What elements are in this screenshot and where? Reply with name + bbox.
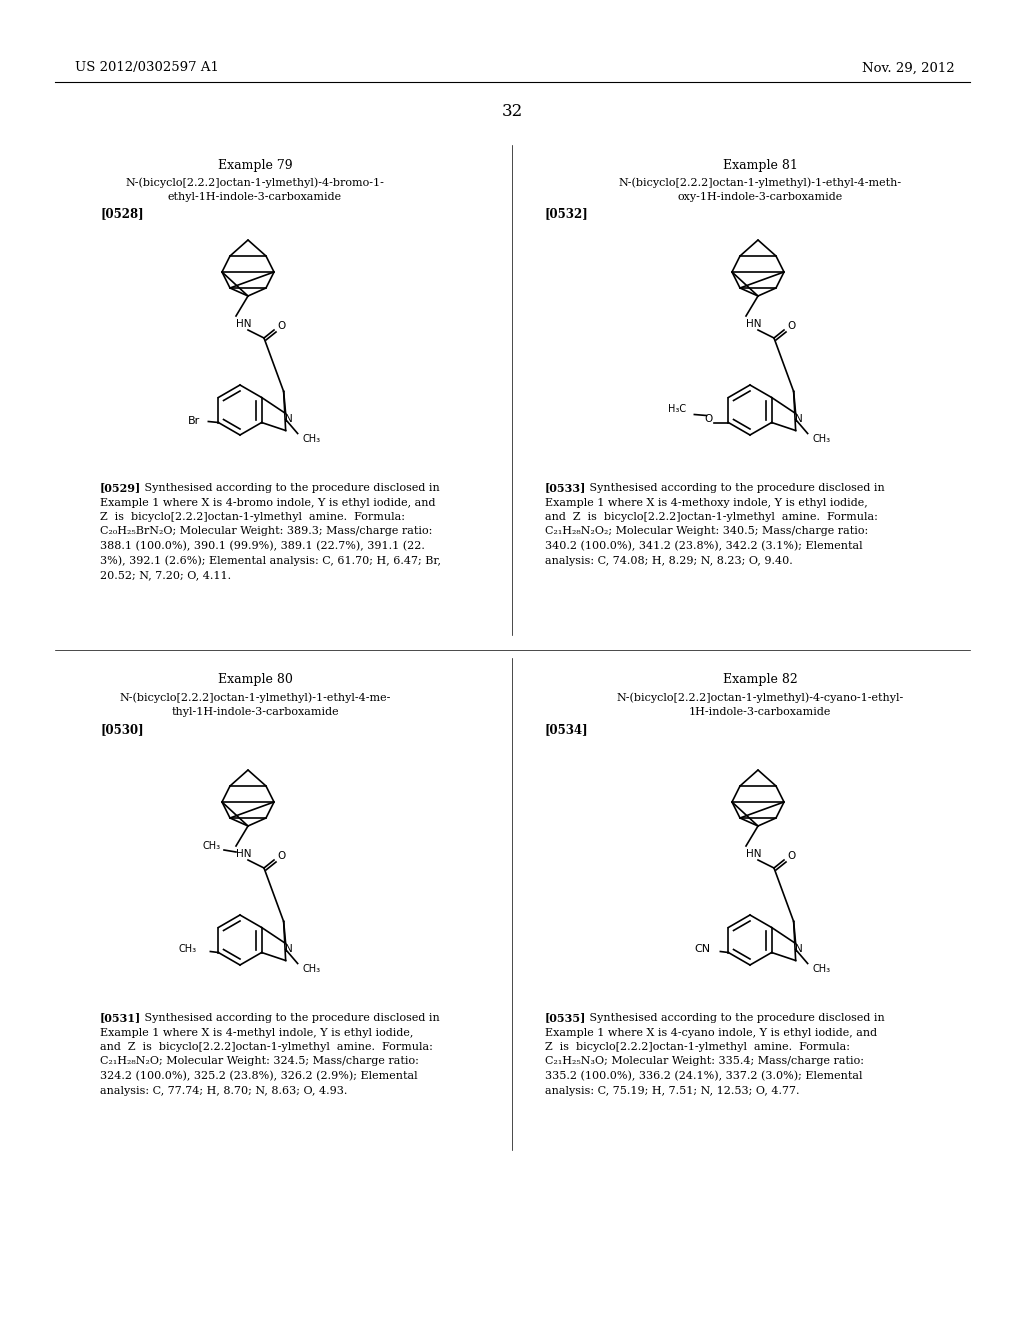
Text: Example 1 where X is 4-cyano indole, Y is ethyl iodide, and: Example 1 where X is 4-cyano indole, Y i…: [545, 1027, 878, 1038]
Text: and  Z  is  bicyclo[2.2.2]octan-1-ylmethyl  amine.  Formula:: and Z is bicyclo[2.2.2]octan-1-ylmethyl …: [100, 1041, 433, 1052]
Text: N-(bicyclo[2.2.2]octan-1-ylmethyl)-1-ethyl-4-meth-: N-(bicyclo[2.2.2]octan-1-ylmethyl)-1-eth…: [618, 178, 901, 189]
Text: N-(bicyclo[2.2.2]octan-1-ylmethyl)-1-ethyl-4-me-: N-(bicyclo[2.2.2]octan-1-ylmethyl)-1-eth…: [120, 693, 391, 704]
Text: [0534]: [0534]: [545, 723, 589, 737]
Text: O: O: [276, 851, 285, 861]
Text: C₂₀H₂₅BrN₂O; Molecular Weight: 389.3; Mass/charge ratio:: C₂₀H₂₅BrN₂O; Molecular Weight: 389.3; Ma…: [100, 527, 432, 536]
Text: CN: CN: [694, 945, 711, 954]
Text: Example 81: Example 81: [723, 158, 798, 172]
Text: [0529]: [0529]: [100, 483, 141, 494]
Text: [0535]: [0535]: [545, 1012, 587, 1023]
Text: Synthesised according to the procedure disclosed in: Synthesised according to the procedure d…: [134, 1012, 439, 1023]
Text: HN: HN: [746, 849, 762, 859]
Text: HN: HN: [746, 319, 762, 329]
Text: Example 80: Example 80: [217, 673, 293, 686]
Text: [0531]: [0531]: [100, 1012, 141, 1023]
Text: Z  is  bicyclo[2.2.2]octan-1-ylmethyl  amine.  Formula:: Z is bicyclo[2.2.2]octan-1-ylmethyl amin…: [100, 512, 406, 521]
Text: N: N: [795, 944, 803, 953]
Text: ethyl-1H-indole-3-carboxamide: ethyl-1H-indole-3-carboxamide: [168, 191, 342, 202]
Text: N-(bicyclo[2.2.2]octan-1-ylmethyl)-4-bromo-1-: N-(bicyclo[2.2.2]octan-1-ylmethyl)-4-bro…: [126, 178, 384, 189]
Text: and  Z  is  bicyclo[2.2.2]octan-1-ylmethyl  amine.  Formula:: and Z is bicyclo[2.2.2]octan-1-ylmethyl …: [545, 512, 878, 521]
Text: H₃C: H₃C: [669, 404, 686, 413]
Text: 335.2 (100.0%), 336.2 (24.1%), 337.2 (3.0%); Elemental: 335.2 (100.0%), 336.2 (24.1%), 337.2 (3.…: [545, 1071, 862, 1081]
Text: Example 1 where X is 4-bromo indole, Y is ethyl iodide, and: Example 1 where X is 4-bromo indole, Y i…: [100, 498, 435, 507]
Text: C₂₁H₂₈N₂O₂; Molecular Weight: 340.5; Mass/charge ratio:: C₂₁H₂₈N₂O₂; Molecular Weight: 340.5; Mas…: [545, 527, 868, 536]
Text: 3%), 392.1 (2.6%); Elemental analysis: C, 61.70; H, 6.47; Br,: 3%), 392.1 (2.6%); Elemental analysis: C…: [100, 556, 441, 566]
Text: Br: Br: [188, 416, 201, 425]
Text: O: O: [705, 414, 713, 425]
Text: [0528]: [0528]: [100, 207, 143, 220]
Text: O: O: [276, 321, 285, 331]
Text: 1H-indole-3-carboxamide: 1H-indole-3-carboxamide: [689, 708, 831, 717]
Text: CH₃: CH₃: [203, 841, 221, 851]
Text: CH₃: CH₃: [813, 433, 830, 444]
Text: 388.1 (100.0%), 390.1 (99.9%), 389.1 (22.7%), 391.1 (22.: 388.1 (100.0%), 390.1 (99.9%), 389.1 (22…: [100, 541, 425, 552]
Text: analysis: C, 74.08; H, 8.29; N, 8.23; O, 9.40.: analysis: C, 74.08; H, 8.29; N, 8.23; O,…: [545, 556, 793, 565]
Text: Example 79: Example 79: [218, 158, 292, 172]
Text: Example 1 where X is 4-methoxy indole, Y is ethyl iodide,: Example 1 where X is 4-methoxy indole, Y…: [545, 498, 867, 507]
Text: analysis: C, 77.74; H, 8.70; N, 8.63; O, 4.93.: analysis: C, 77.74; H, 8.70; N, 8.63; O,…: [100, 1085, 347, 1096]
Text: O: O: [786, 851, 795, 861]
Text: Example 82: Example 82: [723, 673, 798, 686]
Text: CH₃: CH₃: [178, 945, 197, 954]
Text: Nov. 29, 2012: Nov. 29, 2012: [862, 62, 955, 74]
Text: N: N: [285, 944, 293, 953]
Text: N-(bicyclo[2.2.2]octan-1-ylmethyl)-4-cyano-1-ethyl-: N-(bicyclo[2.2.2]octan-1-ylmethyl)-4-cya…: [616, 693, 903, 704]
Text: 340.2 (100.0%), 341.2 (23.8%), 342.2 (3.1%); Elemental: 340.2 (100.0%), 341.2 (23.8%), 342.2 (3.…: [545, 541, 862, 552]
Text: analysis: C, 75.19; H, 7.51; N, 12.53; O, 4.77.: analysis: C, 75.19; H, 7.51; N, 12.53; O…: [545, 1085, 800, 1096]
Text: Example 1 where X is 4-methyl indole, Y is ethyl iodide,: Example 1 where X is 4-methyl indole, Y …: [100, 1027, 414, 1038]
Text: Z  is  bicyclo[2.2.2]octan-1-ylmethyl  amine.  Formula:: Z is bicyclo[2.2.2]octan-1-ylmethyl amin…: [545, 1041, 850, 1052]
Text: [0533]: [0533]: [545, 483, 587, 494]
Text: 32: 32: [502, 103, 522, 120]
Text: HN: HN: [236, 849, 252, 859]
Text: [0530]: [0530]: [100, 723, 143, 737]
Text: N: N: [795, 413, 803, 424]
Text: Synthesised according to the procedure disclosed in: Synthesised according to the procedure d…: [134, 483, 439, 492]
Text: CH₃: CH₃: [813, 964, 830, 974]
Text: CH₃: CH₃: [302, 964, 321, 974]
Text: C₂₁H₂₅N₃O; Molecular Weight: 335.4; Mass/charge ratio:: C₂₁H₂₅N₃O; Molecular Weight: 335.4; Mass…: [545, 1056, 864, 1067]
Text: N: N: [285, 413, 293, 424]
Text: oxy-1H-indole-3-carboxamide: oxy-1H-indole-3-carboxamide: [677, 191, 843, 202]
Text: Synthesised according to the procedure disclosed in: Synthesised according to the procedure d…: [579, 1012, 885, 1023]
Text: [0532]: [0532]: [545, 207, 589, 220]
Text: CH₃: CH₃: [302, 433, 321, 444]
Text: 324.2 (100.0%), 325.2 (23.8%), 326.2 (2.9%); Elemental: 324.2 (100.0%), 325.2 (23.8%), 326.2 (2.…: [100, 1071, 418, 1081]
Text: thyl-1H-indole-3-carboxamide: thyl-1H-indole-3-carboxamide: [171, 708, 339, 717]
Text: C₂₁H₂₈N₂O; Molecular Weight: 324.5; Mass/charge ratio:: C₂₁H₂₈N₂O; Molecular Weight: 324.5; Mass…: [100, 1056, 419, 1067]
Text: 20.52; N, 7.20; O, 4.11.: 20.52; N, 7.20; O, 4.11.: [100, 570, 231, 579]
Text: US 2012/0302597 A1: US 2012/0302597 A1: [75, 62, 219, 74]
Text: HN: HN: [236, 319, 252, 329]
Text: O: O: [786, 321, 795, 331]
Text: Synthesised according to the procedure disclosed in: Synthesised according to the procedure d…: [579, 483, 885, 492]
